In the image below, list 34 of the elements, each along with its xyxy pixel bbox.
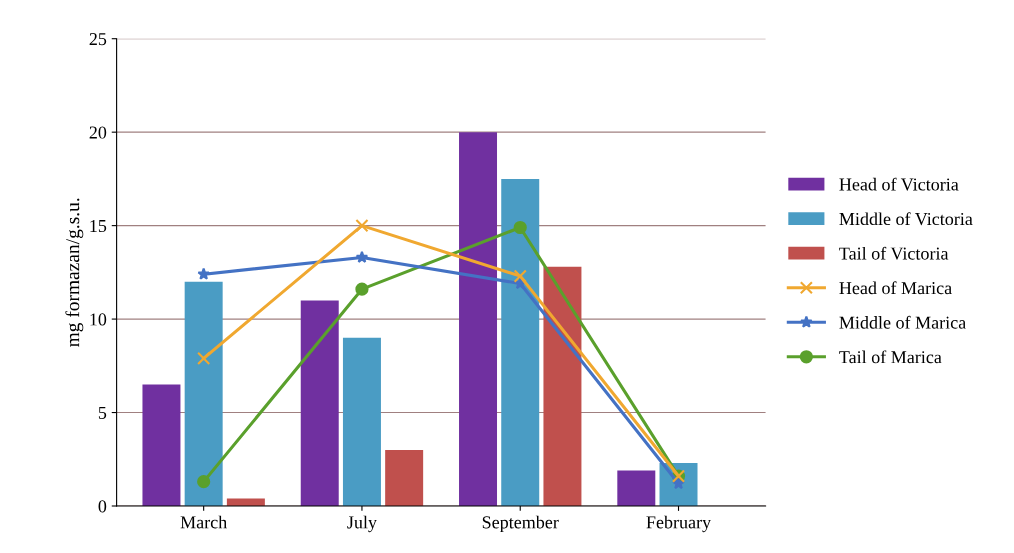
- x-tick-label: July: [347, 515, 377, 533]
- legend-label: Middle of Victoria: [839, 212, 973, 226]
- point: [197, 475, 211, 489]
- point: [197, 351, 211, 365]
- x-tick-label: March: [180, 515, 227, 529]
- x-tick-label: September: [482, 515, 559, 533]
- y-tick-label: 5: [98, 406, 107, 419]
- bar: [385, 449, 424, 506]
- y-tick-label: 0: [98, 500, 107, 513]
- bar: [342, 337, 381, 506]
- bar: [617, 470, 656, 506]
- legend-label: Tail of Victoria: [839, 246, 949, 260]
- bar: [543, 266, 582, 506]
- point: [355, 250, 369, 263]
- y-tick-label: 10: [90, 313, 107, 326]
- point: [513, 269, 527, 283]
- y-tick-label: 20: [89, 126, 107, 139]
- y-axis-title: mg formazan/g.s.u.: [65, 198, 84, 347]
- y-tick-label: 25: [89, 33, 107, 46]
- legend-label: Head of Marica: [839, 281, 952, 295]
- bar: [184, 281, 223, 506]
- bar: [459, 132, 498, 506]
- point: [197, 267, 210, 280]
- legend-label: Head of Victoria: [839, 177, 959, 191]
- y-tick-label: 15: [90, 219, 107, 233]
- bar: [142, 384, 181, 506]
- legend-label: Middle of Marica: [839, 315, 966, 329]
- bar: [300, 300, 339, 506]
- legend-label: Tail of Marica: [839, 350, 942, 364]
- x-tick-label: February: [646, 515, 712, 533]
- bar: [501, 178, 540, 506]
- point: [355, 219, 369, 233]
- point: [355, 282, 369, 296]
- point: [513, 220, 527, 235]
